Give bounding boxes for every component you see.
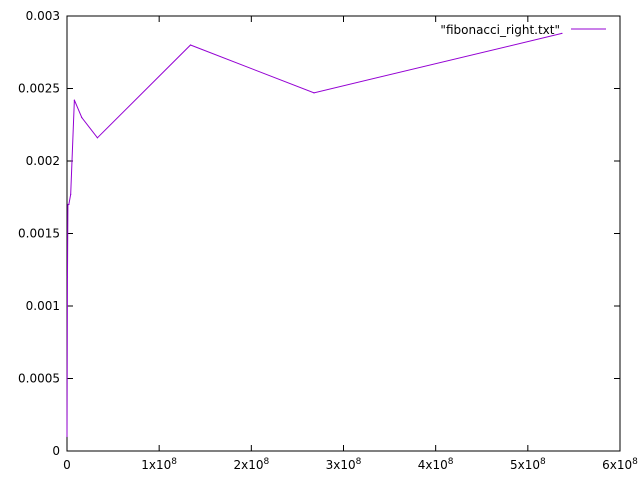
y-tick-label: 0.001 (26, 299, 60, 313)
x-tick-label: 5x108 (510, 457, 546, 472)
data-point (313, 92, 315, 94)
data-point (189, 44, 192, 46)
x-tick-label: 3x108 (326, 457, 362, 472)
y-tick-label: 0.0005 (18, 372, 60, 386)
x-tick-label: 4x108 (418, 457, 454, 472)
x-tick-label: 1x108 (141, 457, 177, 472)
data-point (73, 99, 75, 101)
x-tick-label: 0 (63, 458, 71, 472)
data-point (81, 116, 83, 119)
series-line-0 (66, 32, 563, 437)
data-point (66, 276, 69, 278)
y-tick-label: 0.002 (26, 154, 60, 168)
legend: "fibonacci_right.txt" (440, 23, 606, 37)
y-tick-label: 0.0025 (18, 82, 60, 96)
legend-label: "fibonacci_right.txt" (440, 23, 560, 37)
y-tick-label: 0.003 (26, 9, 60, 23)
data-point (561, 32, 563, 35)
plot-border (66, 15, 621, 452)
x-tick-label: 6x108 (602, 457, 638, 472)
y-axis: 0 0.0005 0.001 0.0015 0.002 0.0025 0.003 (18, 9, 620, 458)
data-point (66, 435, 68, 438)
y-tick-label: 0.0015 (18, 227, 60, 241)
data-point (67, 203, 69, 206)
series-layer (66, 32, 563, 438)
data-point (96, 137, 99, 139)
data-point (70, 193, 72, 195)
y-tick-label: 0 (52, 444, 60, 458)
data-point (68, 203, 70, 206)
x-axis: 0 1x108 2x108 3x108 4x108 5x108 6x108 (63, 16, 638, 472)
x-tick-label: 2x108 (233, 457, 269, 472)
